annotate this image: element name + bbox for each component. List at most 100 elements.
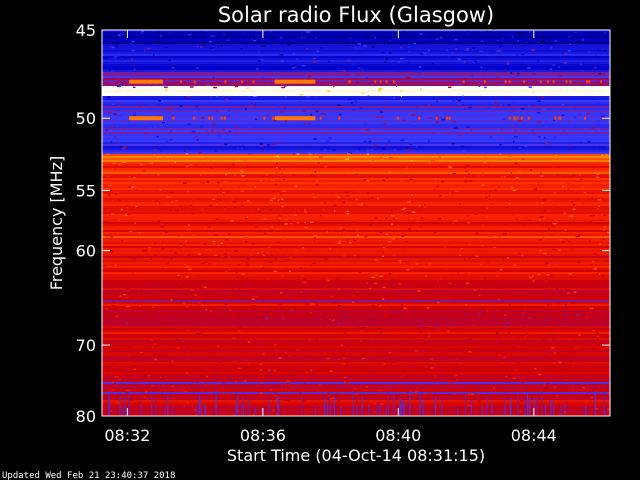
heatmap-cell: [124, 165, 127, 168]
heatmap-cell: [355, 198, 358, 201]
heatmap-row: [102, 160, 610, 163]
y-tick-label: 50: [76, 109, 96, 128]
heatmap-cell: [567, 188, 569, 190]
heatmap-cell: [512, 109, 516, 111]
heatmap-cell: [420, 53, 424, 55]
heatmap-cell: [161, 345, 165, 348]
heatmap-cell: [514, 162, 518, 165]
heatmap-cell: [235, 130, 239, 132]
heatmap-cell: [567, 50, 571, 52]
heatmap-cell: [290, 63, 293, 65]
heatmap-cell: [259, 363, 262, 366]
heatmap-cell: [171, 385, 174, 388]
heatmap-cell: [279, 292, 284, 294]
heatmap-cell: [339, 195, 343, 197]
heatmap-cell: [511, 213, 515, 216]
heatmap-streak: [379, 405, 381, 415]
heatmap-cell: [250, 103, 253, 105]
heatmap-cell: [158, 355, 162, 357]
heatmap-cell: [279, 54, 284, 56]
heatmap-cell: [486, 360, 490, 362]
heatmap-cell: [395, 322, 398, 325]
heatmap-cell: [384, 310, 386, 312]
heatmap-cell: [302, 88, 307, 91]
heatmap-cell: [210, 227, 212, 229]
heatmap-cell: [150, 127, 152, 129]
heatmap-cell: [594, 66, 597, 69]
heatmap-cell: [501, 336, 505, 338]
heatmap-dot: [448, 116, 451, 120]
heatmap-cell: [213, 325, 216, 327]
heatmap-cell: [552, 64, 556, 66]
heatmap-cell: [395, 217, 397, 220]
heatmap-cell: [333, 301, 338, 304]
heatmap-cell: [197, 45, 198, 48]
heatmap-cell: [206, 84, 211, 86]
heatmap-cell: [119, 145, 122, 148]
heatmap-dot: [523, 80, 526, 84]
heatmap-cell: [506, 61, 510, 63]
heatmap-cell: [481, 211, 484, 213]
heatmap-cell: [234, 85, 239, 88]
heatmap-dot: [252, 80, 255, 84]
heatmap-cell: [524, 362, 527, 364]
heatmap-row: [102, 144, 610, 147]
heatmap-cell: [131, 186, 134, 189]
heatmap-cell: [114, 264, 117, 266]
heatmap-cell: [391, 81, 393, 84]
updated-timestamp: Updated Wed Feb 21 23:40:37 2018: [2, 471, 175, 480]
heatmap-row: [102, 44, 610, 47]
heatmap-cell: [552, 155, 553, 157]
heatmap-cell: [329, 295, 334, 298]
heatmap-cell: [385, 144, 388, 147]
heatmap-cell: [115, 45, 118, 47]
heatmap-cell: [393, 347, 397, 349]
heatmap-cell: [500, 268, 503, 271]
heatmap-cell: [481, 184, 485, 186]
heatmap-dot: [349, 80, 351, 84]
heatmap-cell: [169, 31, 173, 34]
heatmap-cell: [540, 305, 543, 308]
heatmap-cell: [266, 83, 268, 86]
heatmap-cell: [126, 287, 130, 289]
heatmap-cell: [329, 247, 331, 250]
heatmap-cell: [147, 47, 151, 50]
heatmap-cell: [523, 223, 525, 226]
heatmap-row: [102, 76, 610, 79]
heatmap-cell: [427, 162, 431, 164]
heatmap-cell: [168, 328, 172, 331]
heatmap-cell: [228, 256, 230, 258]
heatmap-cell: [466, 87, 470, 90]
heatmap-cell: [281, 198, 284, 200]
heatmap-cell: [265, 173, 268, 175]
heatmap-cell: [393, 149, 397, 151]
heatmap-cell: [111, 71, 113, 73]
heatmap-cell: [161, 362, 164, 365]
heatmap-cell: [211, 130, 214, 132]
heatmap-cell: [416, 370, 418, 372]
heatmap-cell: [474, 60, 477, 63]
heatmap-cell: [600, 378, 603, 380]
heatmap-cell: [388, 350, 392, 353]
heatmap-cell: [388, 157, 393, 159]
heatmap-row: [102, 134, 610, 137]
heatmap-dot: [547, 80, 549, 84]
heatmap-cell: [256, 315, 261, 317]
heatmap-cell: [580, 329, 584, 332]
heatmap-cell: [575, 314, 579, 317]
heatmap-row: [102, 232, 610, 235]
heatmap-cell: [543, 379, 546, 381]
heatmap-cell: [112, 362, 115, 365]
heatmap-cell: [492, 133, 496, 136]
heatmap-cell: [503, 176, 507, 178]
heatmap-cell: [176, 347, 181, 349]
heatmap-cell: [118, 80, 121, 83]
heatmap-cell: [444, 373, 447, 375]
heatmap-dot: [508, 116, 511, 120]
heatmap-cell: [204, 156, 208, 159]
heatmap-cell: [345, 44, 349, 47]
heatmap-cell: [106, 324, 110, 327]
heatmap-cell: [351, 294, 356, 297]
heatmap-cell: [545, 126, 547, 129]
heatmap-row: [102, 202, 610, 205]
